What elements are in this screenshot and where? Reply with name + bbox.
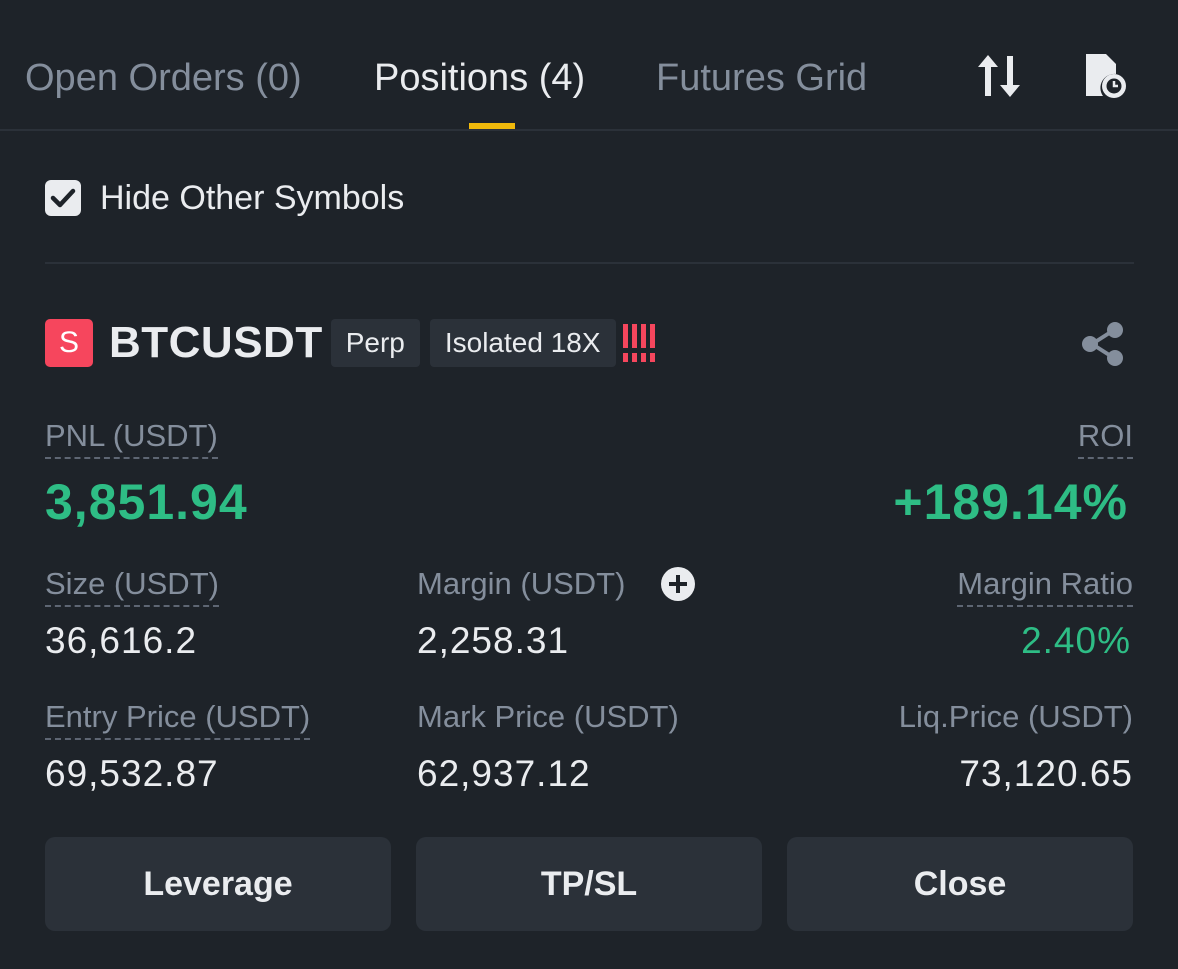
pnl-value: 3,851.94 (45, 474, 248, 530)
position-symbol[interactable]: BTCUSDT (109, 318, 323, 367)
tab-bar: Open Orders (0) Positions (4) Futures Gr… (0, 0, 1178, 131)
hide-other-symbols-checkbox[interactable] (45, 180, 81, 216)
mark-price-label: Mark Price (USDT) (417, 699, 679, 734)
margin-ratio-label[interactable]: Margin Ratio (957, 564, 1133, 607)
margin-mode-tag[interactable]: Isolated 18X (429, 319, 616, 367)
margin-ratio-value: 2.40% (1021, 620, 1131, 661)
position-header: S BTCUSDT Perp Isolated 18X (45, 318, 659, 367)
divider (45, 262, 1134, 264)
tab-open-orders[interactable]: Open Orders (0) (25, 57, 302, 99)
margin-value: 2,258.31 (417, 620, 570, 661)
risk-indicator-icon (622, 323, 659, 363)
tpsl-button[interactable]: TP/SL (416, 837, 762, 931)
hide-other-symbols-label: Hide Other Symbols (100, 178, 405, 217)
liq-price-value: 73,120.65 (959, 753, 1133, 794)
mark-price-value: 62,937.12 (417, 753, 591, 794)
size-label[interactable]: Size (USDT) (45, 564, 219, 607)
margin-label: Margin (USDT) (417, 566, 626, 601)
history-document-icon[interactable] (1082, 52, 1128, 105)
leverage-button[interactable]: Leverage (45, 837, 391, 931)
entry-price-value: 69,532.87 (45, 753, 219, 794)
tab-positions[interactable]: Positions (4) (374, 57, 586, 99)
share-icon[interactable] (1080, 321, 1126, 372)
short-side-badge: S (45, 319, 93, 367)
add-margin-icon[interactable] (660, 566, 696, 607)
roi-label[interactable]: ROI (1077, 416, 1133, 459)
roi-value: +189.14% (893, 474, 1128, 530)
size-value: 36,616.2 (45, 620, 198, 661)
close-position-button[interactable]: Close (787, 837, 1133, 931)
liq-price-label: Liq.Price (USDT) (898, 699, 1133, 734)
checkmark-icon (50, 188, 76, 208)
tab-futures-grid[interactable]: Futures Grid (656, 57, 868, 99)
active-tab-indicator (469, 123, 515, 129)
hide-other-symbols-toggle[interactable]: Hide Other Symbols (45, 178, 404, 218)
pnl-label[interactable]: PNL (USDT) (45, 416, 218, 459)
contract-type-tag: Perp (330, 319, 420, 367)
entry-price-label[interactable]: Entry Price (USDT) (45, 697, 311, 740)
sort-arrows-icon[interactable] (975, 52, 1023, 105)
